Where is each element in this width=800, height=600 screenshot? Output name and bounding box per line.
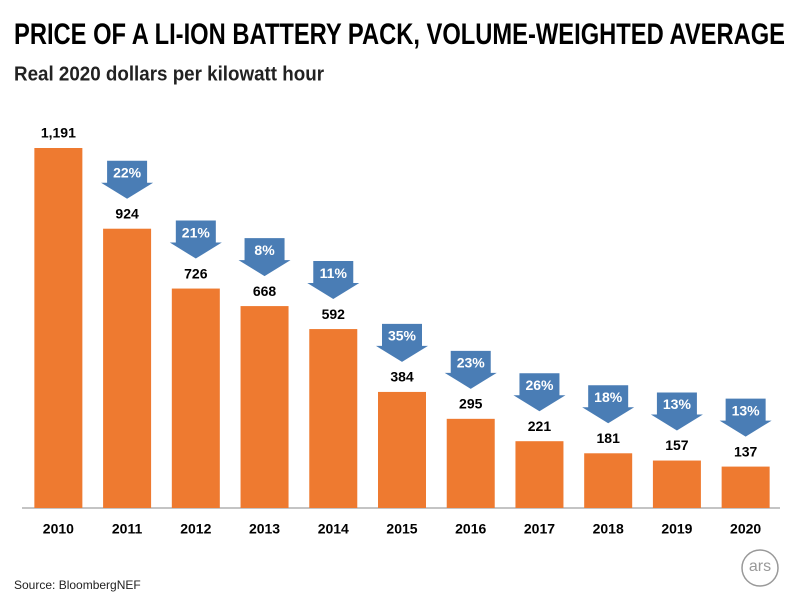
bar xyxy=(515,441,564,508)
logo-ring xyxy=(741,549,779,587)
decline-label: 35% xyxy=(388,328,417,344)
x-tick-label: 2015 xyxy=(386,521,417,537)
decline-arrow xyxy=(719,398,772,437)
bar xyxy=(34,148,83,508)
x-tick-label: 2013 xyxy=(249,521,280,537)
value-label: 157 xyxy=(665,437,689,453)
decline-label: 13% xyxy=(732,402,761,418)
value-label: 924 xyxy=(115,205,139,221)
x-tick-label: 2020 xyxy=(730,521,761,537)
decline-label: 11% xyxy=(320,265,348,281)
decline-label: 18% xyxy=(594,389,623,405)
bar xyxy=(652,460,701,508)
decline-arrow xyxy=(238,238,291,277)
x-tick-label: 2016 xyxy=(455,521,486,537)
bar xyxy=(103,228,152,508)
value-label: 221 xyxy=(528,418,552,434)
value-label: 295 xyxy=(459,396,483,412)
decline-label: 22% xyxy=(113,164,142,180)
x-tick-label: 2011 xyxy=(112,521,143,537)
value-label: 384 xyxy=(390,369,414,385)
decline-arrow xyxy=(650,392,703,431)
decline-arrow xyxy=(307,261,360,300)
logo: ars xyxy=(749,558,771,575)
bar xyxy=(171,288,220,508)
bar xyxy=(240,306,289,508)
decline-arrow xyxy=(513,373,566,412)
x-tick-label: 2012 xyxy=(180,521,211,537)
value-label: 726 xyxy=(184,265,208,281)
decline-arrow xyxy=(582,385,635,424)
x-tick-label: 2014 xyxy=(318,521,349,537)
value-label: 592 xyxy=(322,306,346,322)
decline-label: 26% xyxy=(525,377,554,393)
value-label: 181 xyxy=(597,430,621,446)
value-label: 1,191 xyxy=(41,125,76,141)
x-tick-label: 2017 xyxy=(524,521,555,537)
decline-arrow xyxy=(101,160,154,199)
source: Source: BloombergNEF xyxy=(14,578,141,592)
x-tick-label: 2019 xyxy=(661,521,692,537)
chart-title: PRICE OF A LI-ION BATTERY PACK, VOLUME-W… xyxy=(14,18,785,51)
value-label: 668 xyxy=(253,283,277,299)
decline-arrow xyxy=(169,220,222,259)
bar xyxy=(721,466,770,508)
decline-label: 13% xyxy=(663,396,692,412)
decline-label: 23% xyxy=(457,355,486,371)
x-tick-label: 2018 xyxy=(593,521,624,537)
bar xyxy=(309,329,358,508)
value-label: 137 xyxy=(734,443,758,459)
bar xyxy=(378,391,426,508)
decline-label: 21% xyxy=(182,224,211,240)
bar xyxy=(446,418,495,508)
chart-subtitle: Real 2020 dollars per kilowatt hour xyxy=(14,63,324,85)
decline-label: 8% xyxy=(254,242,275,258)
bar xyxy=(584,453,633,508)
x-tick-label: 2010 xyxy=(43,521,74,537)
decline-arrow xyxy=(376,323,428,362)
decline-arrow xyxy=(444,350,497,389)
